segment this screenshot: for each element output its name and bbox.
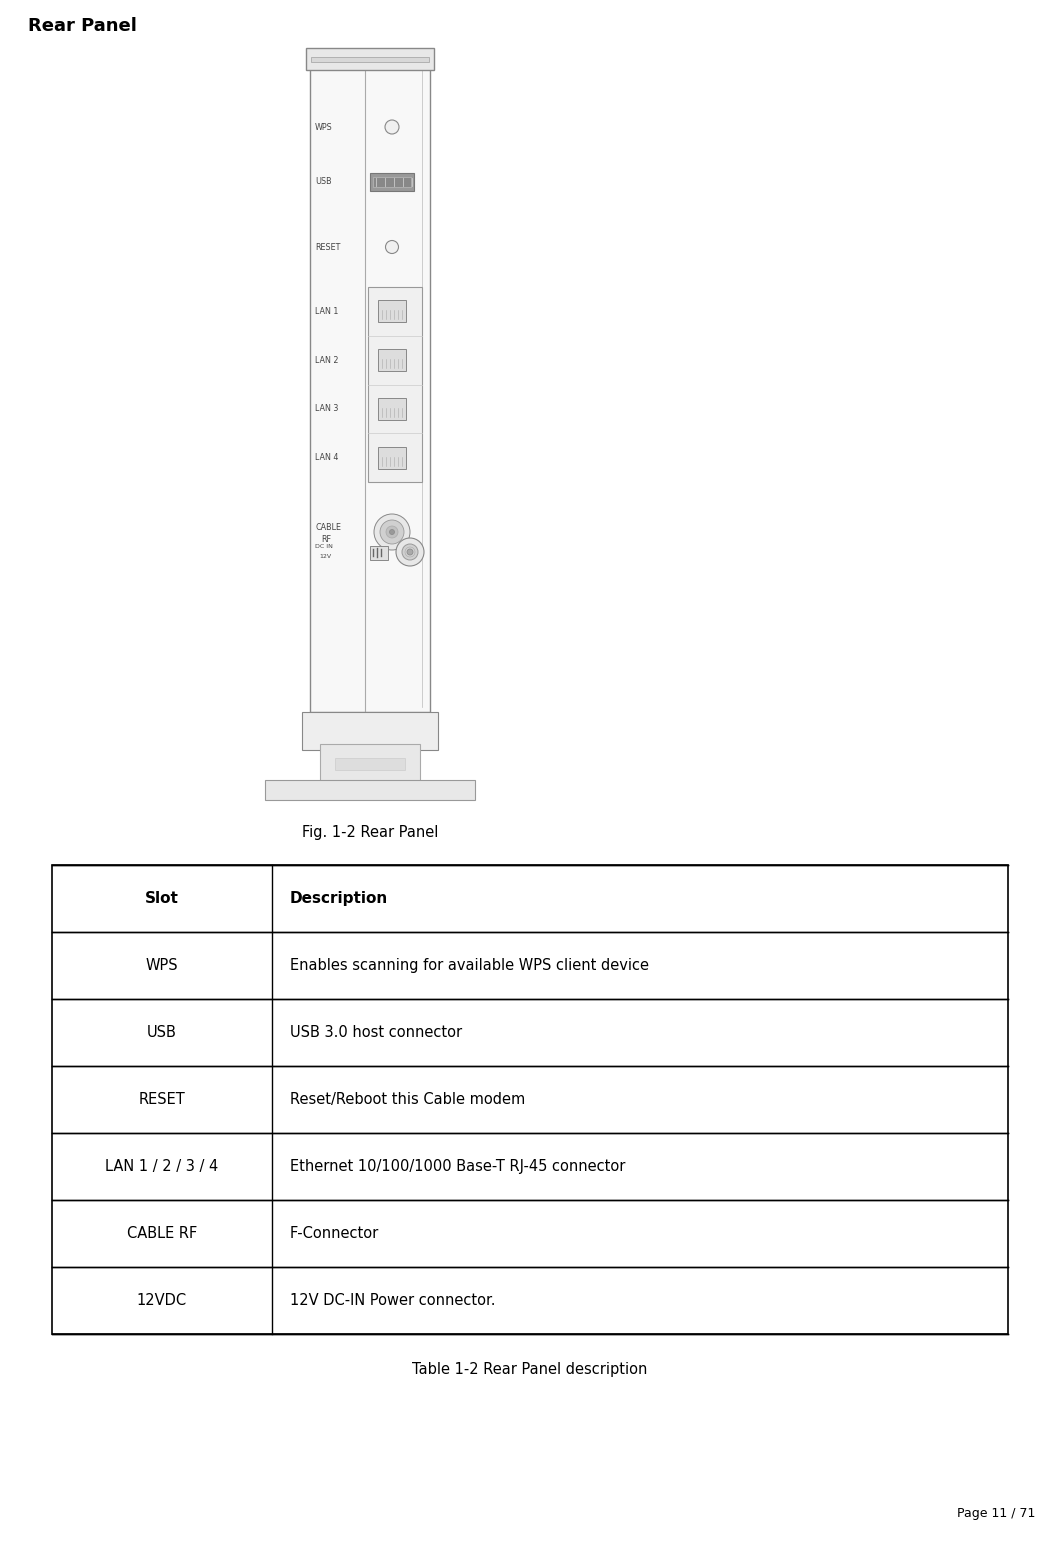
Text: Enables scanning for available WPS client device: Enables scanning for available WPS clien… xyxy=(290,958,649,973)
Text: Page 11 / 71: Page 11 / 71 xyxy=(956,1507,1035,1520)
Circle shape xyxy=(396,538,424,566)
Circle shape xyxy=(386,241,399,253)
Text: DC IN: DC IN xyxy=(315,543,333,549)
Bar xyxy=(335,759,405,769)
Text: RF: RF xyxy=(321,535,331,543)
Bar xyxy=(52,865,1008,1334)
Circle shape xyxy=(389,529,394,535)
Bar xyxy=(370,173,414,191)
Circle shape xyxy=(402,544,418,560)
Text: LAN 4: LAN 4 xyxy=(315,453,338,463)
Circle shape xyxy=(407,549,413,555)
Text: LAN 1: LAN 1 xyxy=(315,307,338,316)
Text: USB: USB xyxy=(147,1025,177,1039)
Text: LAN 2: LAN 2 xyxy=(315,356,338,364)
Text: 12VDC: 12VDC xyxy=(137,1294,187,1308)
Bar xyxy=(378,398,406,419)
Text: USB 3.0 host connector: USB 3.0 host connector xyxy=(290,1025,462,1039)
Text: Table 1-2 Rear Panel description: Table 1-2 Rear Panel description xyxy=(412,1362,648,1377)
Text: Slot: Slot xyxy=(145,891,179,907)
Text: WPS: WPS xyxy=(145,958,178,973)
Text: CABLE RF: CABLE RF xyxy=(127,1226,197,1241)
Circle shape xyxy=(386,526,398,538)
Bar xyxy=(311,57,429,62)
Text: Fig. 1-2 Rear Panel: Fig. 1-2 Rear Panel xyxy=(302,825,438,840)
Circle shape xyxy=(374,513,410,550)
Text: LAN 1 / 2 / 3 / 4: LAN 1 / 2 / 3 / 4 xyxy=(105,1160,218,1173)
Bar xyxy=(373,177,411,187)
Text: 12V DC-IN Power connector.: 12V DC-IN Power connector. xyxy=(290,1294,495,1308)
Bar xyxy=(310,52,430,712)
Bar xyxy=(265,780,475,800)
Text: RESET: RESET xyxy=(315,242,340,251)
Bar xyxy=(368,287,422,483)
Bar xyxy=(378,301,406,322)
Text: Rear Panel: Rear Panel xyxy=(28,17,137,35)
Circle shape xyxy=(385,120,399,134)
Bar xyxy=(370,546,388,560)
Circle shape xyxy=(379,520,404,544)
Text: Description: Description xyxy=(290,891,388,907)
Text: RESET: RESET xyxy=(139,1092,186,1107)
Bar xyxy=(302,712,438,749)
Text: Ethernet 10/100/1000 Base-T RJ-45 connector: Ethernet 10/100/1000 Base-T RJ-45 connec… xyxy=(290,1160,625,1173)
Bar xyxy=(306,48,434,69)
Text: LAN 3: LAN 3 xyxy=(315,404,338,413)
Text: 12V: 12V xyxy=(319,555,331,560)
Text: WPS: WPS xyxy=(315,122,333,131)
Text: F-Connector: F-Connector xyxy=(290,1226,379,1241)
Bar xyxy=(378,348,406,372)
Text: USB: USB xyxy=(315,177,332,187)
Bar xyxy=(378,447,406,469)
Text: CABLE: CABLE xyxy=(315,523,341,532)
Bar xyxy=(320,743,420,782)
Text: Reset/Reboot this Cable modem: Reset/Reboot this Cable modem xyxy=(290,1092,526,1107)
